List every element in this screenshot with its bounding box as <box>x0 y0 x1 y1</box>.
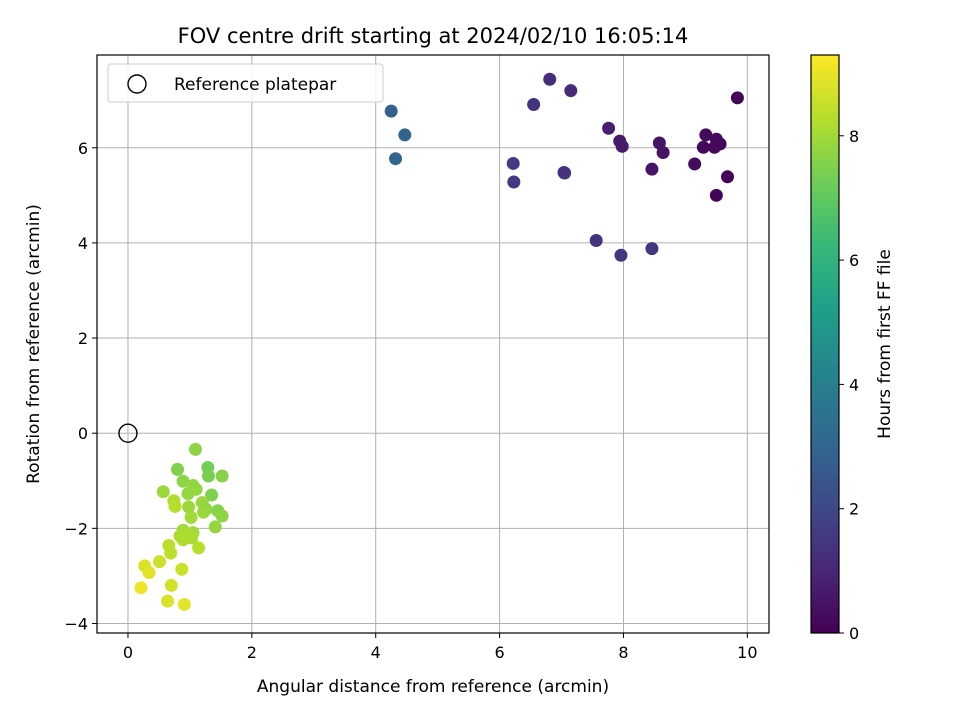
colorbar-tick-label: 6 <box>849 251 859 270</box>
data-point <box>153 555 167 569</box>
data-point <box>398 128 412 142</box>
y-tick-label: 4 <box>78 234 88 253</box>
y-tick-label: 0 <box>78 424 88 443</box>
colorbar-frame <box>810 54 840 634</box>
data-point <box>161 594 175 608</box>
x-tick-label: 10 <box>737 643 757 662</box>
data-point <box>197 505 211 519</box>
data-point <box>721 170 735 184</box>
reference-platepar-marker <box>118 423 138 443</box>
data-point <box>134 581 148 595</box>
data-point <box>696 140 710 154</box>
y-tick-label: −4 <box>64 614 88 633</box>
legend-entry: Reference platepar <box>174 75 336 95</box>
legend-box <box>107 63 384 103</box>
data-point <box>164 578 178 592</box>
data-point <box>557 166 571 180</box>
data-point <box>177 597 191 611</box>
y-tick-label: −2 <box>64 519 88 538</box>
data-point <box>709 188 723 202</box>
data-point <box>507 175 521 189</box>
data-point <box>713 137 727 151</box>
data-point <box>142 566 156 580</box>
colorbar-label: Hours from first FF file <box>875 249 895 439</box>
data-point <box>384 104 398 118</box>
data-point <box>527 97 541 111</box>
data-point <box>614 248 628 262</box>
data-point <box>589 234 603 248</box>
data-point <box>543 72 557 86</box>
colorbar-tick-label: 2 <box>849 500 859 519</box>
data-point <box>208 520 222 534</box>
data-point <box>188 442 202 456</box>
colorbar: 0 2 4 6 8 Hours from first FF file <box>810 54 895 643</box>
data-point <box>645 162 659 176</box>
data-point <box>506 156 520 170</box>
data-point <box>602 121 616 135</box>
colorbar-tick-label: 8 <box>849 127 859 146</box>
data-point <box>656 146 670 160</box>
data-point <box>164 546 178 560</box>
data-point <box>215 469 229 483</box>
data-point <box>156 485 170 499</box>
data-point <box>182 500 196 514</box>
x-tick-label: 4 <box>371 643 381 662</box>
data-points <box>134 72 744 611</box>
data-point <box>168 499 182 513</box>
x-tick-label: 2 <box>247 643 257 662</box>
data-point <box>615 139 629 153</box>
colorbar-tick-label: 4 <box>849 375 859 394</box>
y-tick-label: 2 <box>78 329 88 348</box>
data-point <box>171 462 185 476</box>
data-point <box>181 487 195 501</box>
colorbar-gradient <box>811 55 839 633</box>
data-point <box>201 469 215 483</box>
colorbar-tick-label: 0 <box>849 624 859 643</box>
colorbar-ticks: 0 2 4 6 8 <box>839 127 859 643</box>
y-tick-label: 6 <box>78 139 88 158</box>
data-point <box>176 474 190 488</box>
y-axis-ticks: −4 −2 0 2 4 6 <box>64 139 97 633</box>
data-point <box>389 152 403 166</box>
data-point <box>205 488 219 502</box>
data-point <box>645 242 659 256</box>
x-axis-label: Angular distance from reference (arcmin) <box>257 677 609 697</box>
x-tick-label: 0 <box>123 643 133 662</box>
plot-frame <box>96 54 770 634</box>
data-point <box>175 562 189 576</box>
data-point <box>564 84 578 98</box>
legend: Reference platepar <box>107 63 384 103</box>
x-tick-label: 8 <box>618 643 628 662</box>
data-point <box>699 128 713 142</box>
x-tick-label: 6 <box>494 643 504 662</box>
data-point <box>184 510 198 524</box>
x-axis-ticks: 0 2 4 6 8 10 <box>123 633 758 662</box>
data-point <box>215 509 229 523</box>
legend-marker <box>127 74 147 94</box>
data-point <box>688 157 702 171</box>
chart-title: FOV centre drift starting at 2024/02/10 … <box>178 24 689 48</box>
data-point <box>185 531 199 545</box>
y-axis-label: Rotation from reference (arcmin) <box>24 204 44 484</box>
data-point <box>192 541 206 555</box>
data-point <box>730 91 744 105</box>
